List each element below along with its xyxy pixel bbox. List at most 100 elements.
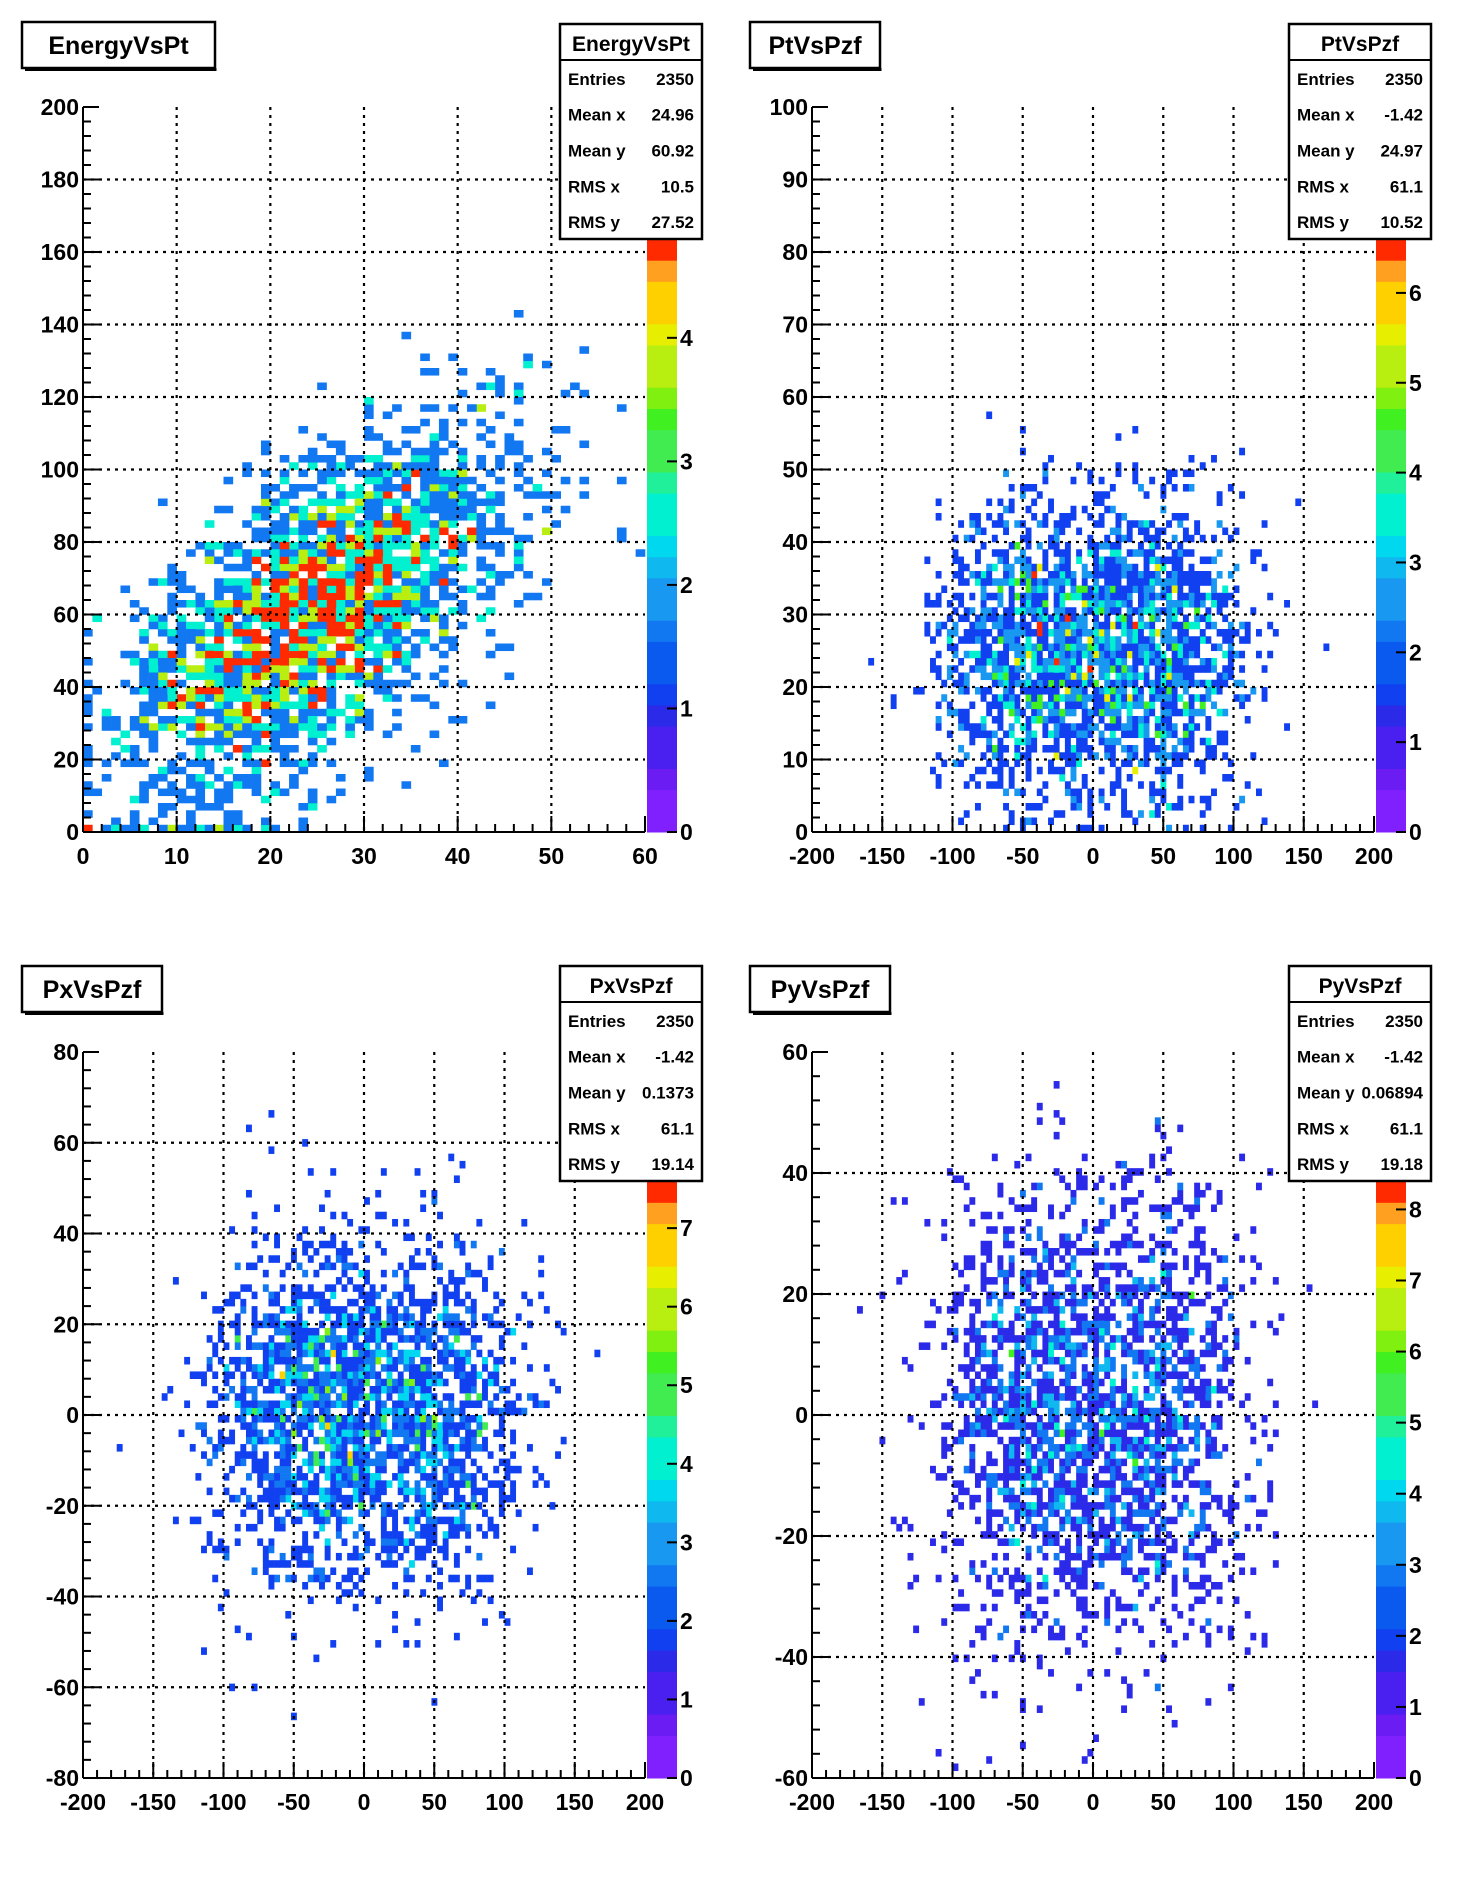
histogram-cell bbox=[317, 505, 327, 514]
histogram-cell bbox=[260, 484, 271, 492]
histogram-cell bbox=[438, 578, 449, 586]
histogram-cell bbox=[946, 665, 953, 673]
histogram-cell bbox=[408, 1291, 415, 1300]
histogram-cell bbox=[279, 1415, 286, 1423]
histogram-cell bbox=[373, 650, 384, 659]
histogram-cell bbox=[991, 607, 998, 615]
histogram-cell bbox=[392, 1560, 399, 1568]
histogram-cell bbox=[482, 1531, 488, 1539]
color-bar-segment bbox=[1376, 789, 1406, 812]
histogram-cell bbox=[234, 1327, 241, 1336]
histogram-cell bbox=[298, 520, 309, 528]
stats-label: Entries bbox=[568, 1012, 626, 1031]
histogram-cell bbox=[997, 774, 1004, 782]
histogram-cell bbox=[1149, 592, 1156, 601]
histogram-cell bbox=[317, 708, 327, 717]
histogram-cell bbox=[1070, 1277, 1077, 1285]
histogram-cell bbox=[345, 621, 355, 630]
histogram-cell bbox=[1008, 1393, 1015, 1401]
histogram-cell bbox=[1205, 1385, 1212, 1394]
histogram-cell bbox=[969, 592, 976, 601]
histogram-cell bbox=[1053, 542, 1060, 550]
histogram-cell bbox=[217, 1335, 224, 1343]
histogram-cell bbox=[341, 1211, 348, 1220]
histogram-cell bbox=[302, 1349, 309, 1358]
histogram-cell bbox=[1098, 600, 1105, 608]
color-bar-segment bbox=[647, 1522, 677, 1544]
histogram-cell bbox=[313, 1458, 320, 1467]
histogram-cell bbox=[313, 1473, 320, 1481]
histogram-cell bbox=[242, 672, 252, 681]
histogram-cell bbox=[1081, 708, 1088, 717]
histogram-cell bbox=[364, 556, 374, 565]
histogram-cell bbox=[1059, 1356, 1066, 1365]
histogram-cell bbox=[251, 1429, 258, 1438]
histogram-cell bbox=[980, 527, 987, 536]
x-tick-label: -150 bbox=[859, 843, 905, 869]
histogram-cell bbox=[1160, 650, 1167, 659]
histogram-cell bbox=[330, 1385, 337, 1394]
histogram-cell bbox=[186, 629, 196, 637]
histogram-cell bbox=[1126, 708, 1133, 717]
histogram-cell bbox=[375, 1415, 382, 1423]
histogram-cell bbox=[242, 694, 252, 702]
histogram-cell bbox=[963, 708, 970, 717]
histogram-cell bbox=[401, 607, 412, 615]
histogram-cell bbox=[1121, 1523, 1128, 1532]
histogram-cell bbox=[317, 745, 327, 753]
histogram-cell bbox=[403, 1516, 410, 1525]
stats-label: RMS y bbox=[568, 213, 621, 232]
histogram-cell bbox=[279, 1356, 286, 1365]
histogram-cell bbox=[397, 1531, 404, 1539]
stats-value: 10.52 bbox=[1380, 213, 1423, 232]
histogram-cell bbox=[397, 1291, 404, 1300]
histogram-cell bbox=[251, 658, 262, 666]
histogram-cell bbox=[274, 1313, 280, 1321]
histogram-cell bbox=[1070, 723, 1077, 731]
x-tick-label: -200 bbox=[789, 843, 835, 869]
histogram-cell bbox=[382, 563, 393, 572]
histogram-cell bbox=[420, 629, 430, 637]
histogram-cell bbox=[296, 1552, 303, 1561]
histogram-cell bbox=[1295, 498, 1302, 507]
histogram-cell bbox=[148, 614, 159, 623]
histogram-cell bbox=[521, 1342, 528, 1350]
color-bar-segment bbox=[1376, 387, 1406, 409]
histogram-cell bbox=[382, 484, 393, 492]
histogram-cell bbox=[347, 1356, 354, 1365]
histogram-cell bbox=[1239, 491, 1246, 499]
histogram-cell bbox=[364, 1400, 370, 1409]
histogram-cell bbox=[270, 694, 280, 702]
histogram-cell bbox=[453, 1277, 460, 1285]
histogram-cell bbox=[324, 1393, 331, 1401]
histogram-cell bbox=[223, 723, 234, 731]
histogram-cell bbox=[1137, 1625, 1144, 1634]
histogram-cell bbox=[1149, 650, 1156, 659]
histogram-cell bbox=[946, 730, 953, 739]
histogram-cell bbox=[408, 1523, 415, 1532]
histogram-cell bbox=[1132, 621, 1139, 630]
histogram-cell bbox=[251, 723, 262, 731]
histogram-cell bbox=[229, 1356, 236, 1365]
histogram-cell bbox=[262, 1371, 269, 1379]
histogram-cell bbox=[465, 1581, 472, 1590]
stats-box-frame bbox=[558, 964, 704, 1183]
histogram-cell bbox=[201, 1451, 207, 1459]
histogram-cell bbox=[1188, 723, 1195, 731]
histogram-cell bbox=[296, 1349, 303, 1358]
histogram-cell bbox=[172, 1277, 179, 1285]
histogram-cell bbox=[317, 694, 327, 702]
histogram-cell bbox=[1188, 672, 1195, 681]
histogram-cell bbox=[495, 491, 505, 499]
histogram-cell bbox=[341, 1429, 348, 1438]
histogram-cell bbox=[448, 556, 458, 565]
histogram-cell bbox=[1182, 600, 1189, 608]
histogram-cell bbox=[1132, 578, 1139, 586]
histogram-cell bbox=[403, 1407, 410, 1416]
histogram-cell bbox=[375, 1356, 382, 1365]
histogram-cell bbox=[437, 1545, 443, 1554]
histogram-cell bbox=[313, 1480, 320, 1488]
histogram-cell bbox=[307, 708, 318, 717]
histogram-cell bbox=[485, 440, 496, 449]
